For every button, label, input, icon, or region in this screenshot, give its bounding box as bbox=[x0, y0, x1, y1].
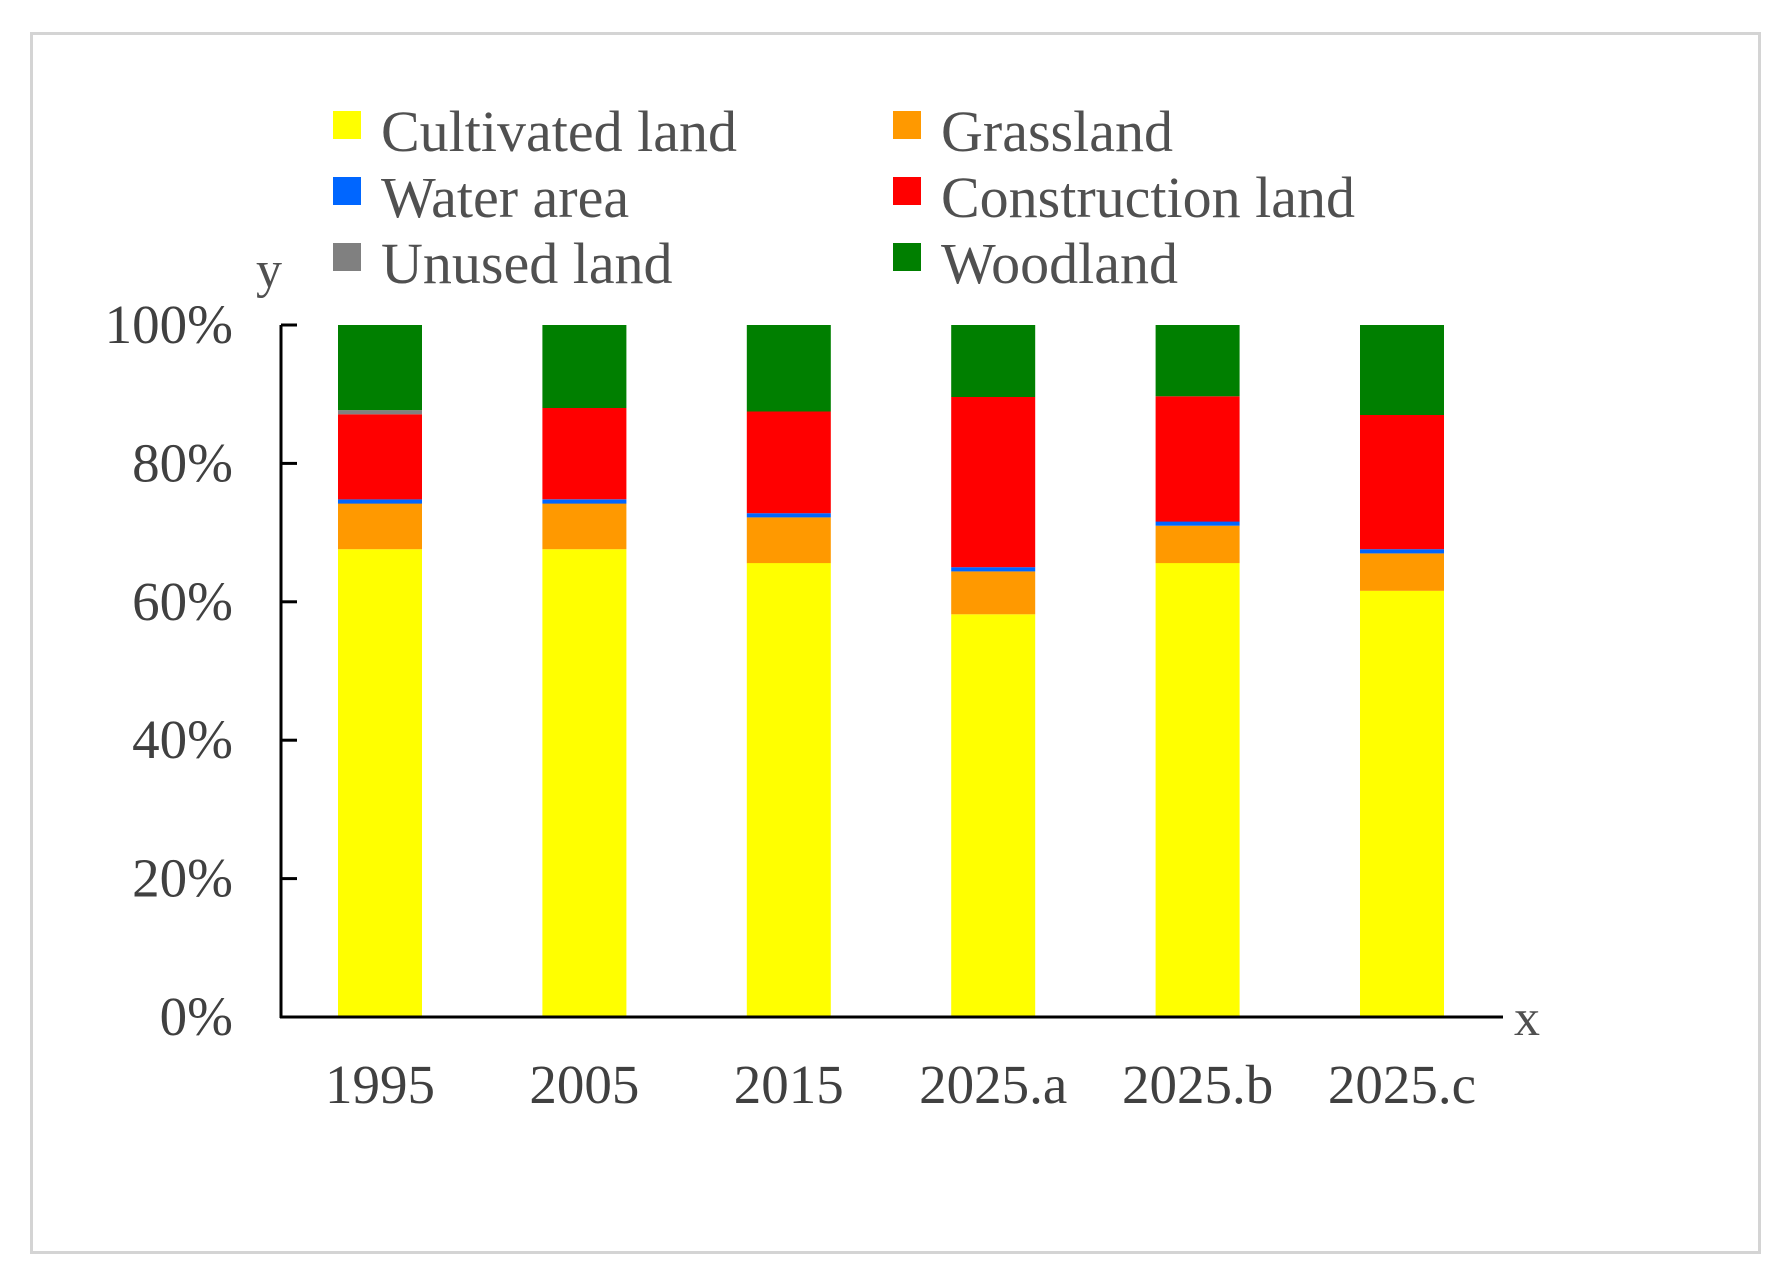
legend-swatch-unused-land bbox=[333, 243, 361, 271]
legend-label-cultivated-land: Cultivated land bbox=[381, 99, 737, 164]
bar-segment-construction-land-2025-c bbox=[1360, 415, 1444, 550]
bar-segment-water-area-2025-b bbox=[1155, 521, 1240, 526]
legend-item-unused-land: Unused land bbox=[333, 231, 673, 296]
legend-label-construction-land: Construction land bbox=[941, 165, 1355, 230]
legend-item-construction-land: Construction land bbox=[893, 165, 1355, 230]
legend-swatch-grassland bbox=[893, 111, 921, 139]
bar-segment-water-area-2005 bbox=[542, 499, 627, 504]
x-tick-label-2005: 2005 bbox=[529, 1054, 639, 1115]
bar-segment-woodland-2025-a bbox=[951, 325, 1036, 397]
x-tick-label-2025-b: 2025.b bbox=[1122, 1054, 1273, 1115]
y-tick-label-80: 80% bbox=[132, 432, 233, 493]
x-tick-label-2015: 2015 bbox=[734, 1054, 844, 1115]
legend-item-grassland: Grassland bbox=[893, 99, 1173, 164]
y-axis-label: y bbox=[256, 242, 282, 299]
bar-segment-grassland-1995 bbox=[338, 503, 422, 550]
stacked-bar-chart: Cultivated land Grassland Water area Constr… bbox=[105, 99, 1540, 1115]
bar-segment-grassland-2015 bbox=[746, 517, 831, 564]
bar-segment-construction-land-2015 bbox=[746, 411, 831, 514]
y-tick-label-40: 40% bbox=[132, 709, 233, 770]
legend-swatch-water-area bbox=[333, 177, 361, 205]
bar-segment-grassland-2005 bbox=[542, 503, 627, 550]
bar-segment-grassland-2025-b bbox=[1155, 525, 1240, 564]
bar-segment-woodland-1995 bbox=[338, 325, 422, 411]
bar-group-2025-a bbox=[951, 325, 1036, 1017]
bar-segment-cultivated-land-2015 bbox=[746, 563, 831, 1017]
legend-item-water-area: Water area bbox=[333, 165, 629, 230]
y-tick-label-20: 20% bbox=[132, 848, 233, 909]
bar-segment-construction-land-2025-b bbox=[1155, 396, 1240, 522]
legend-label-unused-land: Unused land bbox=[381, 231, 673, 296]
bar-segment-cultivated-land-2025-b bbox=[1155, 563, 1240, 1017]
bar-segment-water-area-2015 bbox=[746, 513, 831, 518]
bar-group-1995 bbox=[338, 325, 422, 1017]
legend-swatch-woodland bbox=[893, 243, 921, 271]
x-tick-label-2025-a: 2025.a bbox=[919, 1054, 1067, 1115]
bar-segment-unused-land-1995 bbox=[338, 410, 422, 415]
bar-group-2025-c bbox=[1360, 325, 1444, 1017]
bar-segment-water-area-1995 bbox=[338, 499, 422, 504]
bar-segment-cultivated-land-2005 bbox=[542, 549, 627, 1017]
legend-label-grassland: Grassland bbox=[941, 99, 1173, 164]
bar-segment-construction-land-2025-a bbox=[951, 397, 1036, 568]
y-tick-label-60: 60% bbox=[132, 571, 233, 632]
y-tick-label-0: 0% bbox=[160, 986, 233, 1047]
bar-segment-construction-land-1995 bbox=[338, 414, 422, 500]
bar-segment-cultivated-land-2025-a bbox=[951, 614, 1036, 1017]
bar-segment-grassland-2025-a bbox=[951, 571, 1036, 615]
plot-area bbox=[338, 325, 1444, 1017]
x-tick-label-1995: 1995 bbox=[325, 1054, 435, 1115]
legend-label-woodland: Woodland bbox=[941, 231, 1178, 296]
legend-swatch-construction-land bbox=[893, 177, 921, 205]
bar-segment-cultivated-land-2025-c bbox=[1360, 590, 1444, 1017]
legend-swatch-cultivated-land bbox=[333, 111, 361, 139]
axes: 1995 2005 2015 2025.a 2025.b 2025.c 0% 20% 40% 60… bbox=[105, 242, 1540, 1115]
bar-segment-woodland-2025-c bbox=[1360, 325, 1444, 415]
legend: Cultivated land Grassland Water area Constr… bbox=[333, 99, 1355, 296]
bar-segment-woodland-2015 bbox=[746, 325, 831, 412]
legend-label-water-area: Water area bbox=[381, 165, 629, 230]
bar-group-2005 bbox=[542, 325, 627, 1017]
bar-group-2025-b bbox=[1155, 325, 1240, 1017]
chart-frame: Cultivated land Grassland Water area Constr… bbox=[30, 32, 1761, 1254]
bar-segment-grassland-2025-c bbox=[1360, 553, 1444, 591]
bar-segment-cultivated-land-1995 bbox=[338, 549, 422, 1017]
bar-segment-woodland-2005 bbox=[542, 325, 627, 408]
bar-segment-water-area-2025-a bbox=[951, 567, 1036, 572]
legend-item-woodland: Woodland bbox=[893, 231, 1178, 296]
bar-segment-water-area-2025-c bbox=[1360, 549, 1444, 554]
legend-item-cultivated-land: Cultivated land bbox=[333, 99, 737, 164]
x-tick-label-2025-c: 2025.c bbox=[1328, 1054, 1476, 1115]
y-tick-label-100: 100% bbox=[105, 294, 233, 355]
bar-group-2015 bbox=[746, 325, 831, 1017]
bar-segment-construction-land-2005 bbox=[542, 408, 627, 500]
bar-segment-woodland-2025-b bbox=[1155, 325, 1240, 397]
x-axis-label: x bbox=[1514, 990, 1540, 1047]
